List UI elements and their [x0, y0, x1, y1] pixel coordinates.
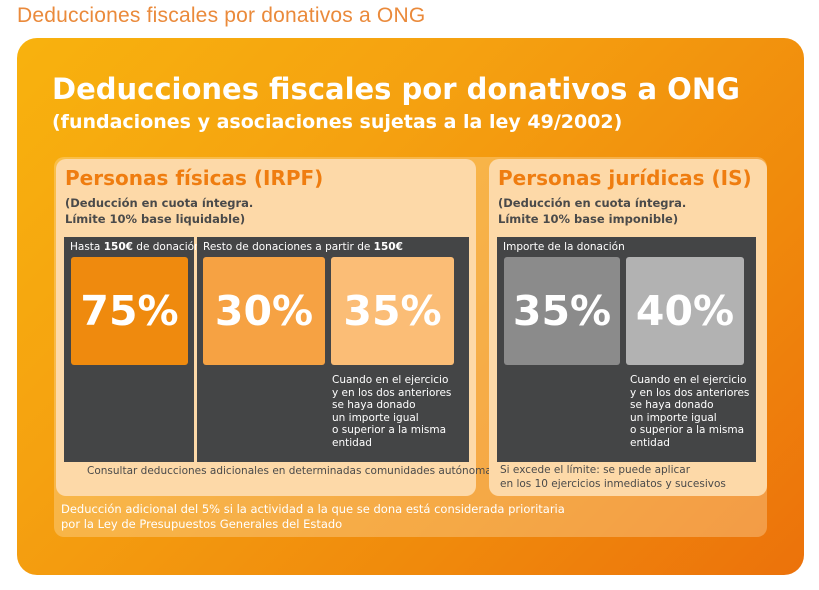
irpf-desc-line1: (Deducción en cuota íntegra.: [65, 196, 254, 210]
irpf-col1-label-post: de donación: [132, 241, 201, 253]
irpf-35-note: Cuando en el ejercicio y en los dos ante…: [332, 374, 452, 449]
irpf-col2-label: Resto de donaciones a partir de 150€: [203, 241, 403, 253]
irpf-35-box: 35%: [331, 257, 454, 365]
is-desc-line1: (Deducción en cuota íntegra.: [498, 196, 687, 210]
irpf-75-box: 75%: [71, 257, 188, 365]
is-label: Importe de la donación: [503, 241, 625, 253]
infographic-card: Deducciones fiscales por donativos a ONG…: [17, 38, 804, 575]
is-35-box: 35%: [504, 257, 620, 365]
is-panel: Personas jurídicas (IS) (Deducción en cu…: [489, 159, 767, 496]
is-footer-line2: en los 10 ejercicios inmediatos y sucesi…: [500, 478, 726, 490]
irpf-col1-label-pre: Hasta: [70, 241, 104, 253]
irpf-col1-label: Hasta 150€ de donación: [70, 241, 201, 253]
is-desc-line2: Límite 10% base imponible): [498, 212, 679, 226]
is-col: Importe de la donación 35% 40% Cuando en…: [497, 237, 756, 462]
irpf-panel: Personas físicas (IRPF) (Deducción en cu…: [56, 159, 497, 496]
bottom-note-line1: Deducción adicional del 5% si la activid…: [61, 502, 565, 516]
additional-deduction-note: Deducción adicional del 5% si la activid…: [61, 502, 565, 532]
irpf-footer: Consultar deducciones adicionales en det…: [87, 465, 498, 477]
irpf-col2-label-pre: Resto de donaciones a partir de: [203, 241, 374, 253]
irpf-30-box: 30%: [203, 257, 325, 365]
irpf-desc-line2: Límite 10% base liquidable): [65, 212, 246, 226]
infographic-title: Deducciones fiscales por donativos a ONG: [52, 72, 740, 106]
bottom-note-line2: por la Ley de Presupuestos Generales del…: [61, 517, 343, 531]
infographic-subtitle: (fundaciones y asociaciones sujetas a la…: [52, 111, 623, 133]
is-description: (Deducción en cuota íntegra. Límite 10% …: [498, 195, 686, 227]
irpf-title: Personas físicas (IRPF): [65, 166, 324, 190]
is-title: Personas jurídicas (IS): [498, 166, 752, 190]
page-title: Deducciones fiscales por donativos a ONG: [17, 4, 426, 27]
is-40-box: 40%: [626, 257, 744, 365]
irpf-col2: Resto de donaciones a partir de 150€ 30%…: [197, 237, 469, 462]
is-40-note: Cuando en el ejercicio y en los dos ante…: [630, 374, 750, 449]
irpf-col1: Hasta 150€ de donación 75%: [64, 237, 201, 462]
irpf-col2-label-bold: 150€: [373, 241, 403, 253]
is-footer: Si excede el límite: se puede aplicar en…: [500, 463, 726, 491]
irpf-col1-label-bold: 150€: [103, 241, 133, 253]
is-footer-line1: Si excede el límite: se puede aplicar: [500, 464, 691, 476]
irpf-description: (Deducción en cuota íntegra. Límite 10% …: [65, 195, 253, 227]
